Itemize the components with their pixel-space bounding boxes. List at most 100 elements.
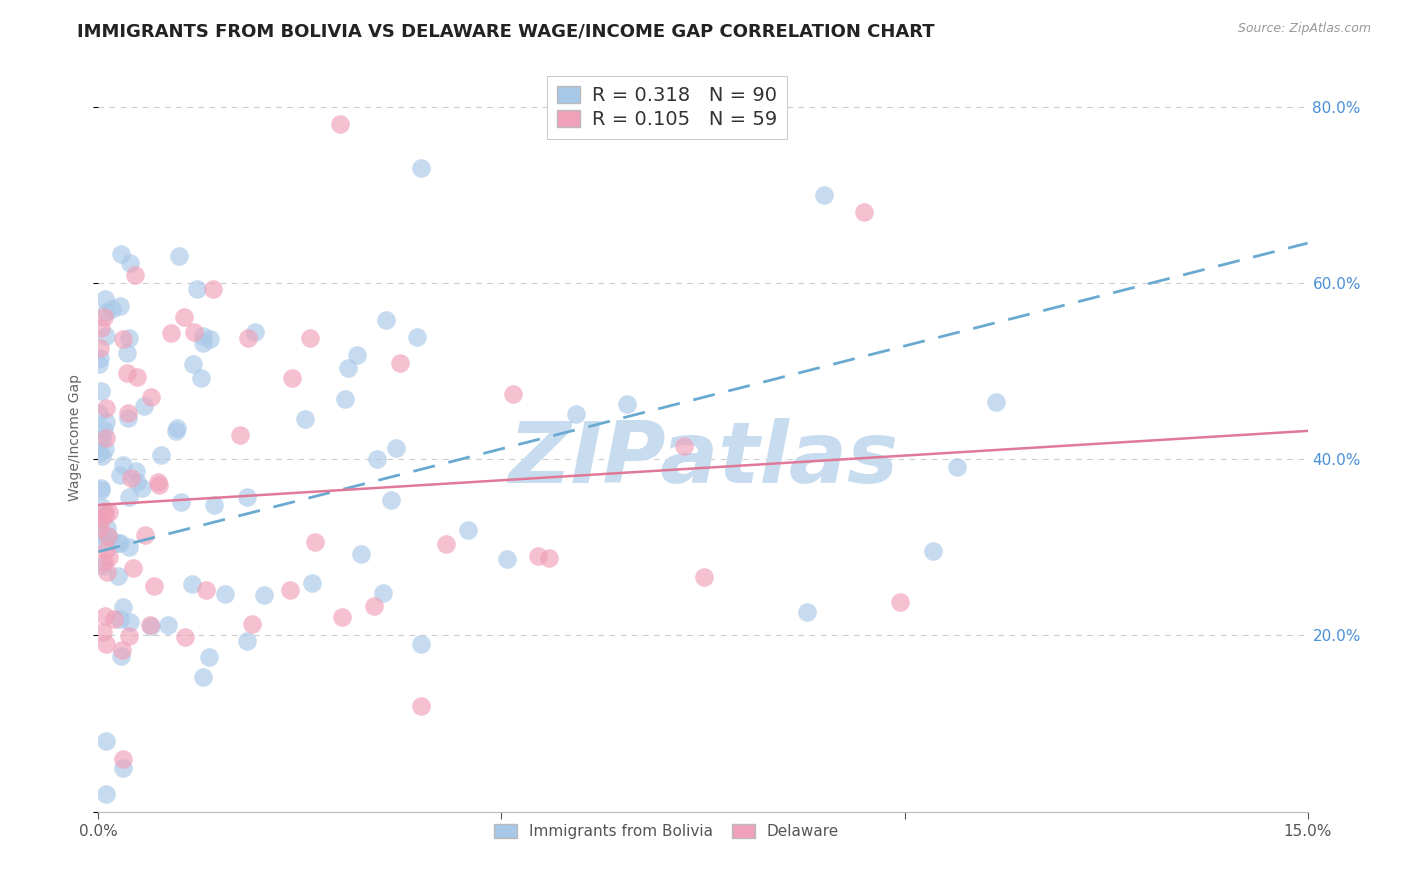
Point xyxy=(181,358,204,372)
Point xyxy=(103,612,125,626)
Point xyxy=(110,247,132,261)
Point xyxy=(87,406,110,420)
Point xyxy=(89,351,111,366)
Point xyxy=(301,576,323,591)
Point xyxy=(108,612,131,626)
Point xyxy=(371,585,394,599)
Point xyxy=(502,387,524,401)
Point xyxy=(118,490,141,504)
Point xyxy=(118,256,141,270)
Point xyxy=(91,500,114,514)
Point xyxy=(93,508,115,523)
Point xyxy=(538,551,561,566)
Point xyxy=(278,582,301,597)
Point xyxy=(204,499,226,513)
Point xyxy=(111,761,134,775)
Point xyxy=(97,550,120,565)
Point xyxy=(96,401,118,415)
Point xyxy=(165,424,187,438)
Point xyxy=(984,395,1007,409)
Point xyxy=(112,458,135,473)
Point xyxy=(190,371,212,385)
Point xyxy=(389,356,412,370)
Point xyxy=(299,330,322,344)
Point xyxy=(101,301,124,316)
Point xyxy=(565,407,588,421)
Point xyxy=(236,331,259,345)
Point xyxy=(98,529,121,543)
Point xyxy=(107,569,129,583)
Point xyxy=(120,615,142,629)
Point xyxy=(96,565,118,579)
Point xyxy=(235,491,257,505)
Point xyxy=(96,734,118,748)
Point xyxy=(193,669,215,683)
Point xyxy=(385,441,408,455)
Point xyxy=(796,605,818,619)
Point xyxy=(173,310,195,325)
Point xyxy=(198,649,221,664)
Point xyxy=(118,540,141,554)
Point xyxy=(139,618,162,632)
Text: ZIPatlas: ZIPatlas xyxy=(508,418,898,501)
Point xyxy=(94,415,117,429)
Point xyxy=(191,335,214,350)
Point xyxy=(96,529,118,543)
Point xyxy=(115,366,138,380)
Point xyxy=(693,569,716,583)
Point xyxy=(91,450,114,464)
Point xyxy=(127,475,149,489)
Point xyxy=(245,326,267,340)
Point xyxy=(117,411,139,425)
Point xyxy=(111,642,134,657)
Point xyxy=(87,446,110,460)
Point xyxy=(457,523,479,537)
Point xyxy=(200,332,222,346)
Point xyxy=(148,478,170,492)
Point xyxy=(96,431,118,445)
Point xyxy=(229,427,252,442)
Point xyxy=(110,468,132,483)
Point xyxy=(240,617,263,632)
Point xyxy=(96,305,118,319)
Point xyxy=(167,249,190,263)
Point xyxy=(93,608,115,623)
Point xyxy=(202,282,225,296)
Point xyxy=(125,464,148,478)
Point xyxy=(91,625,114,640)
Point xyxy=(134,400,156,414)
Point xyxy=(294,411,316,425)
Point xyxy=(89,342,111,356)
Point xyxy=(496,551,519,566)
Point xyxy=(93,310,115,325)
Point xyxy=(350,547,373,561)
Point xyxy=(214,587,236,601)
Y-axis label: Wage/Income Gap: Wage/Income Gap xyxy=(69,374,83,500)
Point xyxy=(127,370,149,384)
Point xyxy=(121,561,143,575)
Point xyxy=(434,537,457,551)
Point xyxy=(252,588,274,602)
Point xyxy=(335,392,357,407)
Point xyxy=(134,527,156,541)
Point xyxy=(281,370,304,384)
Point xyxy=(93,556,115,570)
Point xyxy=(889,595,911,609)
Point xyxy=(853,205,876,219)
Point xyxy=(94,503,117,517)
Point xyxy=(112,599,135,614)
Point xyxy=(160,326,183,341)
Point xyxy=(91,431,114,445)
Point xyxy=(87,521,110,535)
Point xyxy=(93,292,115,306)
Point xyxy=(363,599,385,614)
Point xyxy=(616,397,638,411)
Point xyxy=(108,299,131,313)
Text: Source: ZipAtlas.com: Source: ZipAtlas.com xyxy=(1237,22,1371,36)
Point xyxy=(94,442,117,456)
Point xyxy=(93,423,115,437)
Point xyxy=(108,536,131,550)
Point xyxy=(235,633,257,648)
Point xyxy=(946,460,969,475)
Point xyxy=(304,535,326,549)
